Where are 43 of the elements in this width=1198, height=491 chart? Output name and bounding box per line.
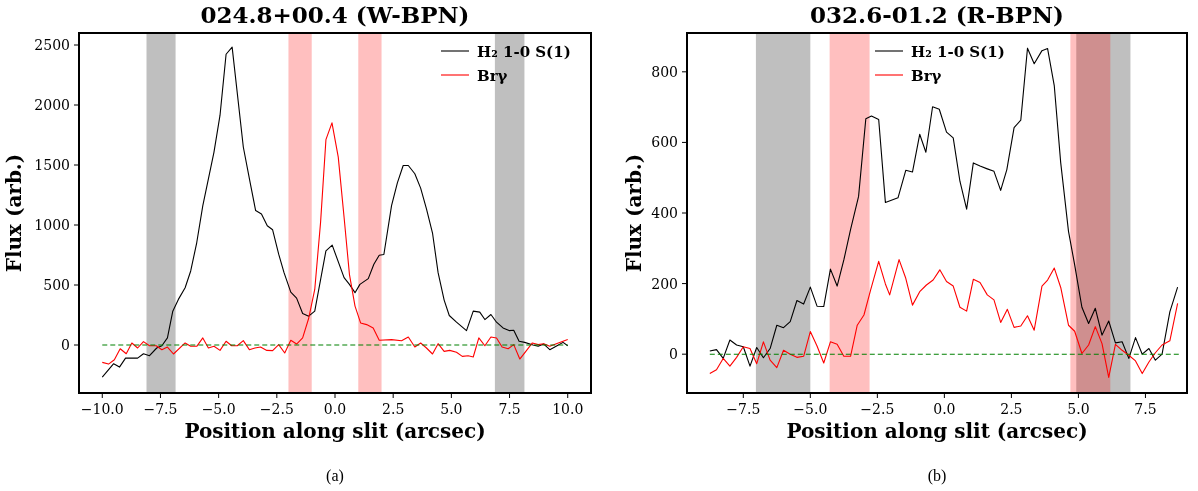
y-axis-title: Flux (arb.)	[2, 153, 26, 273]
text: (a)	[326, 467, 344, 485]
x-tick-label: −10.0	[80, 401, 124, 417]
y-axis-title: Flux (arb.)	[622, 153, 646, 273]
x-tick-label: −5.0	[201, 401, 236, 417]
x-tick-label: 7.5	[1134, 401, 1157, 417]
y-tick-label: 2000	[34, 97, 70, 113]
legend-label: H₂ 1-0 S(1)	[911, 43, 1005, 61]
chart-title: 024.8+00.4 (W-BPN)	[200, 1, 470, 28]
x-axis-title: Position along slit (arcsec)	[786, 419, 1088, 443]
x-tick-label: 2.5	[382, 401, 405, 417]
x-axis-title: Position along slit (arcsec)	[184, 419, 486, 443]
x-tick-label: 0.0	[323, 401, 347, 417]
x-tick-label: −2.5	[259, 401, 294, 417]
text: (b)	[927, 467, 947, 485]
y-tick-label: 1000	[34, 217, 70, 233]
x-tick-label: −2.5	[860, 401, 895, 417]
legend-label: Brγ	[911, 67, 942, 85]
y-tick-label: 0	[669, 346, 678, 363]
x-tick-label: −5.0	[793, 401, 828, 417]
line-series	[709, 47, 1179, 367]
y-tick-label: 0	[61, 337, 70, 353]
y-tick-label: 400	[651, 205, 678, 221]
line-series	[709, 259, 1179, 379]
y-tick-label: 600	[651, 134, 678, 151]
legend-label: Brγ	[477, 67, 508, 85]
y-tick-label: 1500	[34, 157, 70, 173]
x-tick-label: −7.5	[726, 401, 761, 417]
y-tick-label: 2500	[34, 37, 70, 53]
line-series	[101, 122, 569, 365]
x-tick-label: 5.0	[1067, 401, 1090, 417]
x-tick-label: 0.0	[933, 401, 956, 417]
y-tick-label: 200	[651, 275, 678, 292]
x-tick-label: 10.0	[552, 401, 584, 417]
chart-title: 032.6-01.2 (R-BPN)	[810, 1, 1064, 28]
x-tick-label: −7.5	[143, 401, 178, 417]
y-tick-label: 800	[651, 63, 678, 80]
y-tick-label: 500	[43, 277, 70, 293]
line-series	[101, 46, 569, 378]
x-tick-label: 5.0	[440, 401, 463, 417]
x-tick-label: 7.5	[498, 401, 521, 417]
x-tick-label: 2.5	[1000, 401, 1023, 417]
legend-label: H₂ 1-0 S(1)	[477, 43, 571, 61]
